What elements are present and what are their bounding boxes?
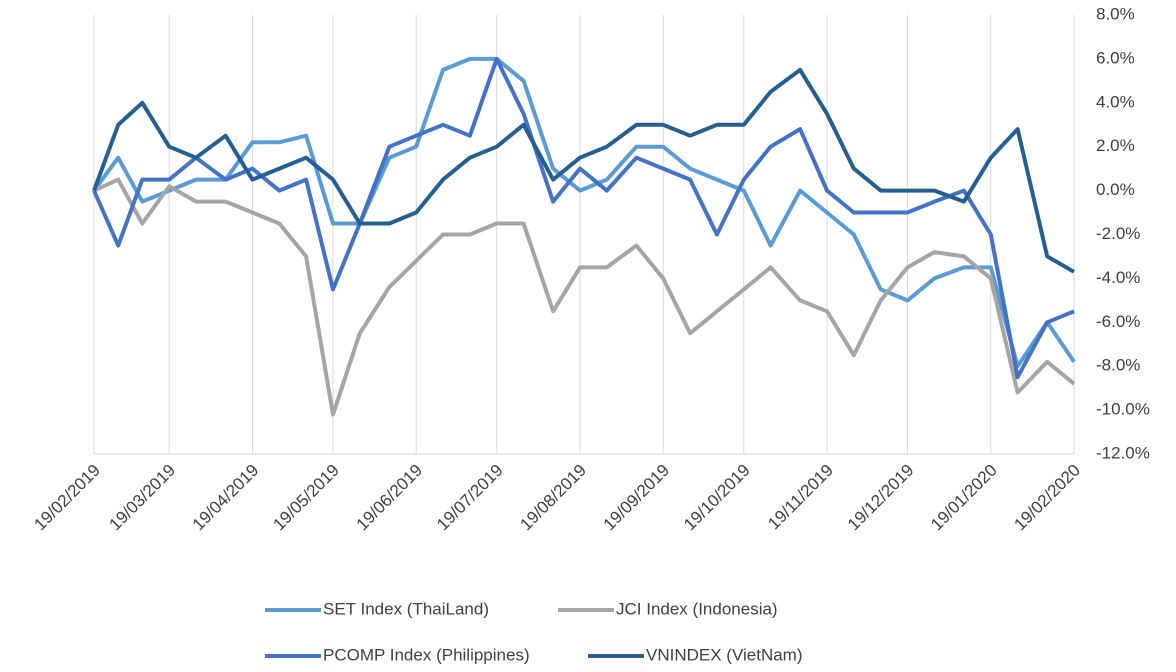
x-tick-label: 19/11/2019 [764, 461, 837, 534]
x-tick-label: 19/10/2019 [680, 461, 754, 535]
x-tick-label: 19/01/2020 [927, 461, 1001, 535]
y-tick-label: -12.0% [1096, 443, 1150, 462]
x-tick-label: 19/07/2019 [433, 461, 507, 535]
x-tick-label: 19/02/2019 [30, 461, 104, 535]
y-tick-label: 4.0% [1096, 92, 1135, 111]
x-tick-label: 19/03/2019 [106, 461, 180, 535]
x-tick-label: 19/12/2019 [844, 461, 918, 535]
y-tick-label: -4.0% [1096, 268, 1140, 287]
x-tick-label: 19/08/2019 [516, 461, 590, 535]
y-tick-label: 8.0% [1096, 4, 1135, 23]
legend-label: VNINDEX (VietNam) [646, 645, 803, 664]
y-tick-label: -10.0% [1096, 400, 1150, 419]
y-tick-label: -6.0% [1096, 312, 1140, 331]
x-tick-label: 19/06/2019 [353, 461, 427, 535]
y-tick-label: 6.0% [1096, 48, 1135, 67]
legend-label: SET Index (ThaiLand) [323, 599, 489, 618]
legend-label: PCOMP Index (Philippines) [323, 645, 530, 664]
x-tick-label: 19/05/2019 [269, 461, 343, 535]
y-tick-label: 2.0% [1096, 136, 1135, 155]
x-tick-label: 19/09/2019 [600, 461, 674, 535]
series-line [92, 56, 1075, 380]
y-tick-label: -2.0% [1096, 224, 1140, 243]
x-tick-label: 19/04/2019 [189, 461, 263, 535]
y-tick-label: 0.0% [1096, 180, 1135, 199]
y-tick-label: -8.0% [1096, 356, 1140, 375]
series-line [93, 177, 1076, 417]
legend-label: JCI Index (Indonesia) [616, 599, 778, 618]
series-line [92, 56, 1076, 369]
x-tick-label: 19/02/2020 [1010, 461, 1084, 535]
series-line [92, 67, 1075, 274]
